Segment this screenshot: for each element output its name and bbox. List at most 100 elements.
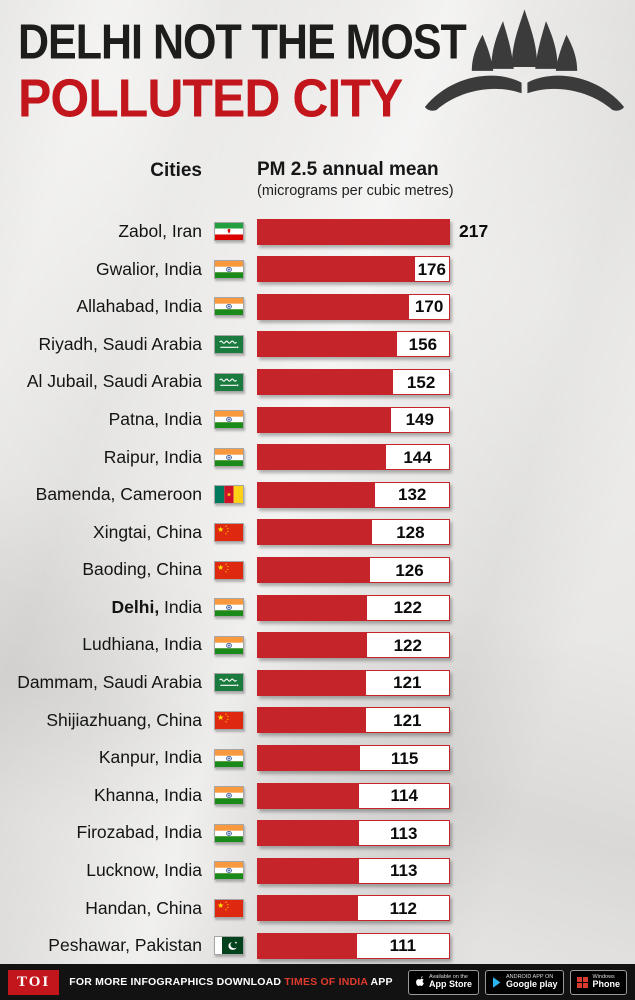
china-flag-icon <box>214 522 244 542</box>
windows-phone-badge: Windows Phone <box>570 969 627 995</box>
bar: 156 <box>257 331 450 358</box>
bar-fill <box>257 369 393 396</box>
india-flag-icon <box>214 861 244 881</box>
city-label: Shijiazhuang, China <box>0 709 202 730</box>
bar-value-label: 152 <box>406 372 436 392</box>
toi-logo: TOI <box>8 969 60 995</box>
city-name: Dammam, <box>17 672 98 693</box>
value-box: 115 <box>359 745 450 771</box>
footer-text-2: APP <box>367 976 393 988</box>
value-box: 128 <box>370 519 450 546</box>
bar-value-label: 176 <box>417 259 446 279</box>
city-name: Zabol, <box>118 220 167 241</box>
saudi-flag-icon <box>214 334 244 354</box>
footer-text-brand: TIMES OF INDIA <box>284 976 368 988</box>
city-label: Khanna, India <box>0 784 202 805</box>
bar-value-label: 149 <box>405 410 434 430</box>
country-name: India <box>159 784 202 805</box>
value-box: 149 <box>389 406 450 433</box>
chart-row: Shijiazhuang, China 121 <box>0 702 635 740</box>
bar-fill <box>257 594 366 621</box>
country-name: Saudi Arabia <box>97 672 202 693</box>
chart-row: Khanna, India 114 <box>0 777 635 815</box>
chart-row: Zabol, Iran 217 <box>0 213 635 251</box>
saudi-flag-icon <box>214 372 244 392</box>
bar-fill <box>257 256 414 283</box>
value-box: 144 <box>385 444 450 471</box>
chart-row: Peshawar, Pakistan 111 <box>0 927 635 965</box>
cities-column-header: Cities <box>150 160 202 181</box>
footer-text: FOR MORE INFOGRAPHICS DOWNLOAD TIMES OF … <box>69 976 392 988</box>
badge-line2: App Store <box>428 979 472 990</box>
value-box: 111 <box>355 932 450 959</box>
footer: TOI FOR MORE INFOGRAPHICS DOWNLOAD TIMES… <box>0 964 635 1000</box>
saudi-flag-icon <box>214 673 244 693</box>
bar: 115 <box>257 745 450 771</box>
city-label: Baoding, China <box>0 561 202 579</box>
india-flag-icon <box>214 786 244 806</box>
chart-row: Baoding, China 126 <box>0 551 635 589</box>
pakistan-flag-icon <box>214 936 244 956</box>
metric-column-subheader: (micrograms per cubic metres) <box>257 182 454 199</box>
title-line-2: POLLUTED CITY <box>18 67 403 129</box>
column-headers: Cities PM 2.5 annual mean (micrograms pe… <box>0 159 635 199</box>
bar-fill <box>257 444 386 471</box>
city-name: Delhi, <box>111 596 160 617</box>
bar-fill <box>257 782 359 809</box>
value-box: 126 <box>369 557 450 584</box>
bar-value-label: 156 <box>408 334 438 354</box>
bar-fill <box>257 857 358 884</box>
country-name: India <box>159 822 202 843</box>
chart-row: Firozabad, India 113 <box>0 814 635 852</box>
chart-row: Al Jubail, Saudi Arabia 152 <box>0 363 635 401</box>
iran-flag-icon <box>214 222 244 242</box>
city-label: Zabol, Iran <box>0 220 202 241</box>
value-box: 114 <box>358 782 450 809</box>
chart-row: Ludhiana, India 122 <box>0 626 635 664</box>
india-flag-icon <box>214 635 244 655</box>
city-label: Riyadh, Saudi Arabia <box>0 335 202 354</box>
bar: 111 <box>257 932 450 959</box>
footer-text-1: FOR MORE INFOGRAPHICS DOWNLOAD <box>69 976 285 988</box>
value-box: 170 <box>408 293 450 320</box>
bar-fill <box>257 932 356 959</box>
city-label: Dammam, Saudi Arabia <box>0 672 202 693</box>
city-name: Allahabad, <box>76 296 160 317</box>
chart-row: Delhi, India 122 <box>0 589 635 627</box>
india-flag-icon <box>214 823 244 843</box>
china-flag-icon <box>214 898 244 918</box>
city-name: Xingtai, <box>93 521 152 542</box>
country-name: Pakistan <box>130 935 202 956</box>
chart-row: Raipur, India 144 <box>0 438 635 476</box>
country-name: China <box>151 709 202 730</box>
badge-line1: ANDROID APP ON <box>505 974 554 981</box>
chart-row: Gwalior, India 176 <box>0 250 635 288</box>
india-flag-icon <box>214 410 244 430</box>
header: DELHI NOT THE MOST POLLUTED CITY <box>0 0 635 130</box>
bar-fill <box>257 669 365 696</box>
bar: 113 <box>257 820 450 847</box>
app-store-badge: Available on the App Store <box>407 969 479 995</box>
bar-value-label: 170 <box>414 297 444 317</box>
india-flag-icon <box>214 297 244 317</box>
bar: 121 <box>257 707 450 734</box>
city-label: Peshawar, Pakistan <box>0 935 202 956</box>
city-label: Kanpur, India <box>0 749 202 767</box>
bar: 126 <box>257 557 450 584</box>
bar: 114 <box>257 782 450 809</box>
value-box: 113 <box>357 820 450 847</box>
chart-row: Xingtai, China 128 <box>0 514 635 552</box>
india-flag-icon <box>214 748 244 768</box>
city-label: Delhi, India <box>0 596 202 617</box>
bar-fill <box>257 820 358 847</box>
country-name: India <box>159 747 202 768</box>
title-line-1: DELHI NOT THE MOST <box>18 14 467 70</box>
country-name: India <box>159 258 202 279</box>
bar-value-label: 126 <box>395 560 424 580</box>
city-label: Gwalior, India <box>0 258 202 279</box>
value-box: 132 <box>374 481 450 508</box>
metric-column-header: PM 2.5 annual mean <box>257 159 439 180</box>
apple-icon <box>415 976 425 988</box>
bar: 113 <box>257 857 450 884</box>
country-name: Cameroon <box>115 484 202 505</box>
